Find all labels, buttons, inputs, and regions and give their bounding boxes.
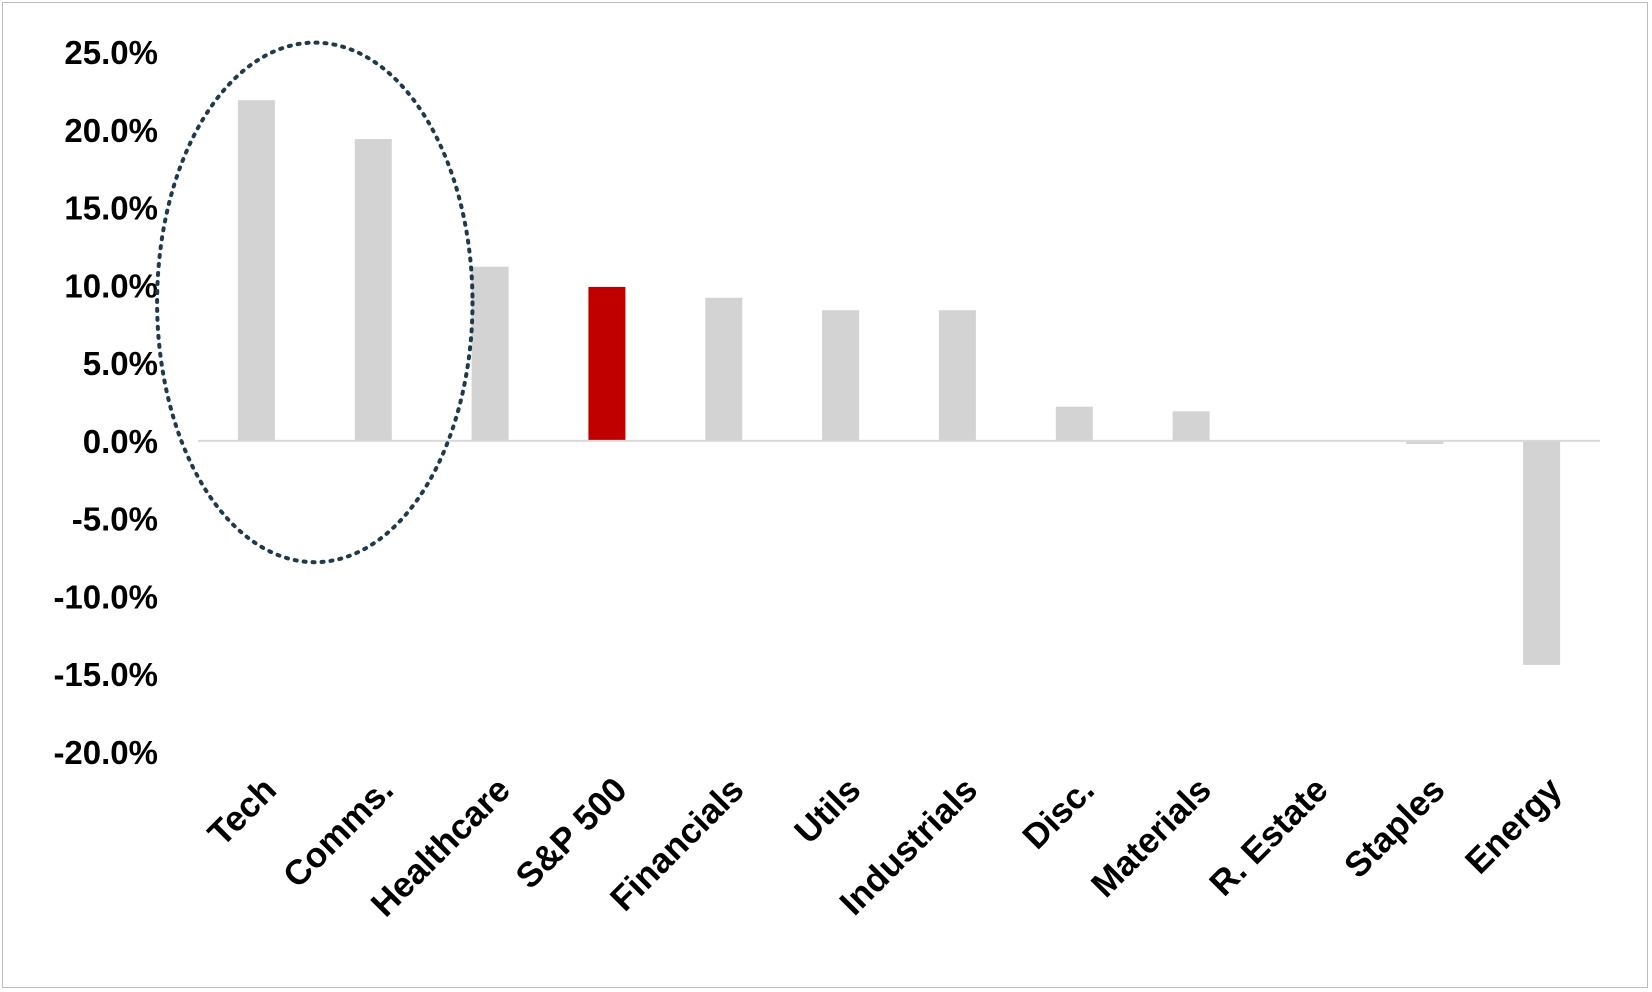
bars-layer: [237, 100, 1561, 665]
y-tick-label: -10.0%: [53, 578, 158, 615]
bar-industrials: [938, 310, 976, 441]
y-tick-label: -15.0%: [53, 656, 158, 693]
bar-tech: [237, 100, 275, 441]
x-category-label-disc: Disc.: [1015, 770, 1102, 857]
highlight-ellipse: [155, 40, 475, 565]
x-category-label-energy: Energy: [1458, 770, 1570, 882]
bar-sandp-500: [588, 286, 626, 441]
x-category-label-materials: Materials: [1084, 770, 1219, 905]
y-tick-label: -20.0%: [53, 734, 158, 771]
y-axis-tick-labels: 25.0% 20.0% 15.0% 10.0% 5.0% 0.0% -5.0% -10.0% -…: [53, 34, 158, 771]
bar-materials: [1172, 411, 1210, 441]
x-category-label-r-estate: R. Estate: [1202, 770, 1335, 903]
y-tick-label: 10.0%: [64, 267, 158, 304]
y-tick-label: 25.0%: [64, 34, 158, 71]
bar-energy: [1523, 440, 1561, 665]
bar-disc: [1055, 406, 1093, 441]
bar-healthcare: [471, 266, 509, 441]
y-tick-label: -5.0%: [72, 501, 158, 538]
x-category-label-staples: Staples: [1337, 770, 1453, 886]
y-tick-label: 0.0%: [83, 423, 158, 460]
bar-comms: [354, 139, 392, 441]
x-category-label-comms: Comms.: [276, 770, 401, 895]
y-tick-label: 20.0%: [64, 112, 158, 149]
y-tick-label: 5.0%: [83, 345, 158, 382]
bar-utils: [822, 310, 860, 441]
x-category-label-tech: Tech: [201, 770, 285, 854]
x-category-label-utils: Utils: [787, 770, 868, 851]
bar-staples: [1406, 440, 1444, 444]
y-tick-label: 15.0%: [64, 190, 158, 227]
bar-financials: [705, 297, 743, 441]
